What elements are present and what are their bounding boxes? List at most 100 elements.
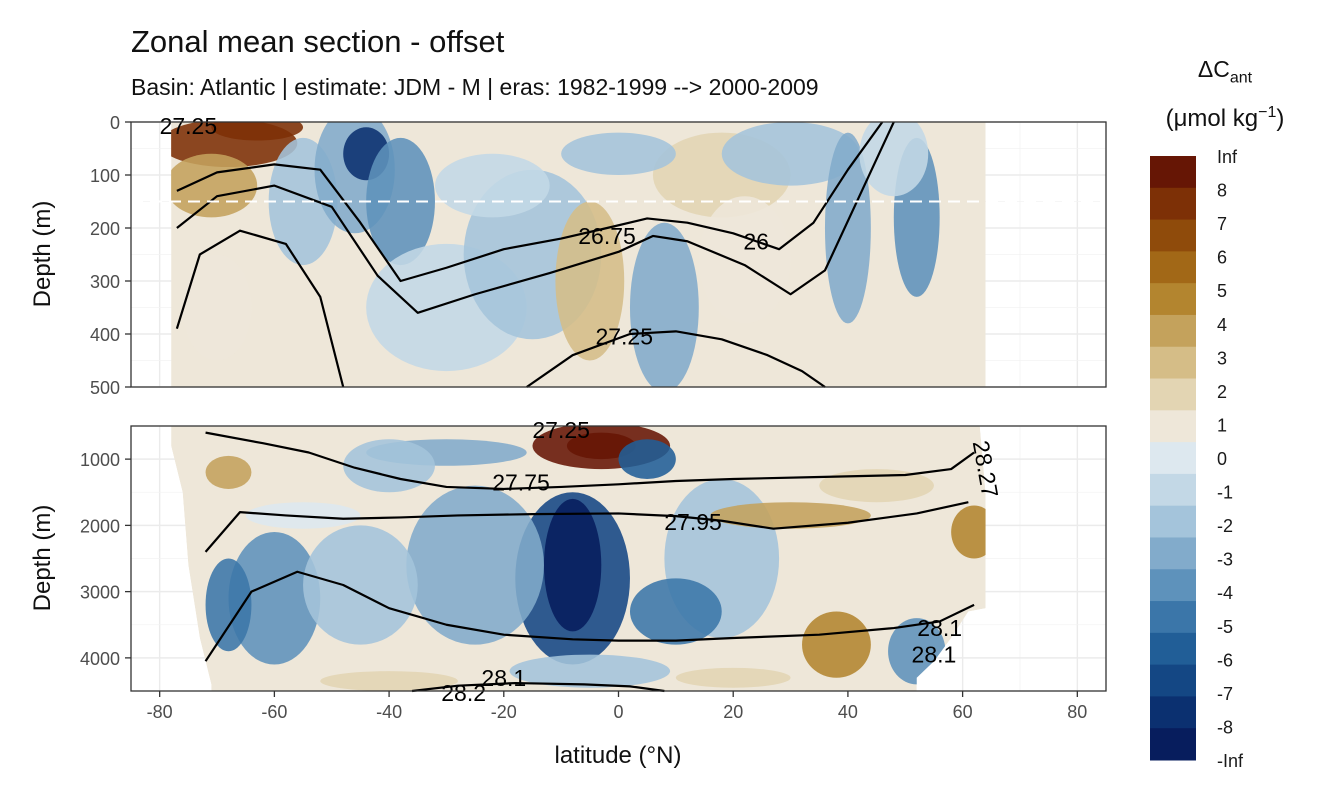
legend-unit: (μmol kg−1) [1141,104,1309,133]
contour-label: 27.95 [664,509,722,535]
colorbar-tick-label: 4 [1217,315,1227,335]
colorbar-swatch [1150,219,1196,252]
contour-label: 26 [743,228,769,254]
density-contour-line [176,121,884,283]
colorbar-tick-label: 3 [1217,348,1227,368]
legend-unit-prefix: (μmol kg [1165,105,1259,132]
heatmap-cell [710,502,871,529]
density-contour-line [204,501,969,553]
heatmap-cell [951,505,986,559]
contour-label: 28.2 [441,680,486,706]
legend-title-base: ΔC [1197,56,1230,82]
panel-upper-heatmap-field [171,122,986,387]
y-tick-label: 2000 [80,516,120,536]
contour-label: 28.1 [912,642,957,668]
heatmap-cell [824,132,871,324]
heatmap-cell [859,122,929,197]
heatmap-cell [566,432,636,460]
x-tick-label: -80 [147,702,173,722]
heatmap-cell [555,201,625,361]
density-contour-line [526,330,826,388]
y-tick-label: 1000 [80,450,120,470]
contour-label: 28.1 [481,665,526,691]
chart-title: Zonal mean section - offset [131,24,505,59]
colorbar-swatch [1150,728,1196,761]
y-axis-label-lower: Depth (m) [29,505,56,612]
colorbar-swatch [1150,187,1196,221]
y-tick-label: 3000 [80,583,120,603]
colorbar-tick-label: -2 [1217,516,1233,536]
heatmap-cell [543,498,602,632]
colorbar-tick-label: -1 [1217,483,1233,503]
colorbar-tick-label: -7 [1217,684,1233,704]
colorbar-swatch [1150,156,1196,189]
colorbar-swatch [1150,505,1196,538]
density-contour-line [175,229,345,388]
colorbar-swatch [1150,378,1196,411]
x-tick-label: -40 [376,702,402,722]
x-axis-label: latitude (°N) [555,742,682,769]
density-contour-line [176,121,895,314]
colorbar-swatch [1150,314,1196,348]
legend-title-subscript: ant [1229,69,1253,87]
x-tick-label: -20 [491,702,517,722]
heatmap-cell [303,525,418,645]
heatmap-cell [675,667,791,688]
legend-unit-superscript: −1 [1258,104,1277,121]
contour-label: 28.1 [917,615,962,641]
colorbar-tick-label: -4 [1217,583,1233,603]
heatmap-cell [509,654,671,688]
contour-label: 27.25 [595,324,653,350]
y-tick-label: 4000 [80,649,120,669]
heatmap-cell [182,254,252,361]
legend-unit-suffix: ) [1276,105,1285,132]
colorbar-swatch [1150,283,1196,316]
legend-title: ΔCant [1141,56,1309,88]
colorbar-swatch [1150,601,1196,634]
colorbar-swatch [1150,569,1196,602]
colorbar-swatch [1150,346,1196,380]
heatmap-cell [228,532,321,665]
panel-lower-contours [204,431,975,693]
panel-upper: 26.75 26 27.25 27.25 0 100 200 300 400 500 [90,113,1107,398]
y-tick-label: 0 [110,113,120,133]
chart-subtitle: Basin: Atlantic | estimate: JDM - M | er… [131,74,819,100]
colorbar-swatch [1150,664,1196,697]
colorbar-tick-label: 0 [1217,449,1227,469]
heatmap-cell [343,439,435,493]
colorbar-swatch [1150,410,1196,443]
colorbar-tick-label: -6 [1217,650,1233,670]
density-contour-line [411,681,665,693]
heatmap-cell [171,153,258,218]
heatmap-cell [721,122,860,186]
heatmap-cell [211,122,304,141]
heatmap-cell [698,196,791,324]
colorbar-tick-label: -Inf [1217,751,1244,771]
y-tick-label: 500 [90,378,120,398]
heatmap-cell [629,222,699,387]
y-axis-label-upper: Depth (m) [29,201,56,308]
panel-lower: 27.2527.7527.9528.128.228.128.128.271000… [80,417,1107,706]
heatmap-cell [561,132,676,175]
panel-upper-border [130,121,1107,388]
colorbar-swatch [1150,537,1196,570]
contour-label: 27.75 [492,469,550,495]
colorbar-tick-label: 1 [1217,415,1227,435]
contour-label: 27.25 [532,417,590,443]
colorbar-tick-label: -8 [1217,717,1233,737]
x-tick-label: 60 [953,702,973,722]
colorbar-swatch [1150,251,1196,284]
y-tick-label: 200 [90,219,120,239]
heatmap-cell [406,485,544,645]
colorbar-tick-label: 5 [1217,281,1227,301]
heatmap-cell [629,578,722,645]
colorbar: Inf 8 7 6 5 4 3 2 1 0 -1 -2 -3 -4 -5 -6 -7 -8 -Inf [1150,147,1244,771]
panel-upper-contours [175,121,895,388]
colorbar-tick-label: -3 [1217,550,1233,570]
heatmap-cell [205,558,252,652]
heatmap-cell [434,153,550,218]
colorbar-tick-label: Inf [1217,147,1238,167]
density-contour-line [204,570,975,662]
colorbar-tick-label: 2 [1217,382,1227,402]
